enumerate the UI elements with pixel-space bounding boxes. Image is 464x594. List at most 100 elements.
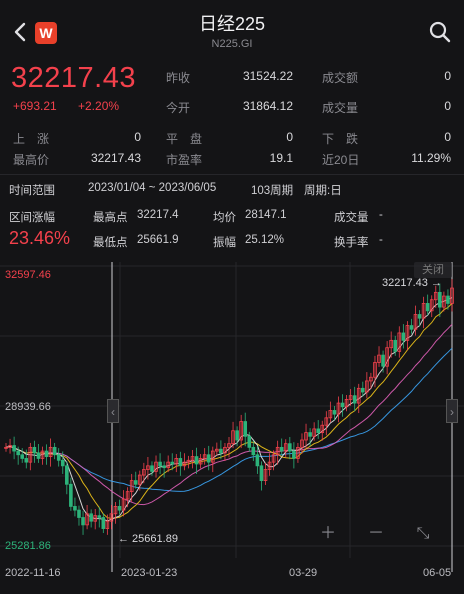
candle-body bbox=[186, 459, 191, 463]
candle-body bbox=[373, 362, 377, 378]
candle-body bbox=[85, 513, 89, 526]
candle-body bbox=[28, 446, 33, 463]
candle-body bbox=[142, 469, 146, 476]
candle-body bbox=[227, 443, 231, 448]
candle-body bbox=[133, 480, 138, 485]
range-label: 时间范围 bbox=[9, 185, 55, 197]
candle-body bbox=[215, 448, 219, 452]
candle-body bbox=[101, 517, 106, 529]
candle-body bbox=[429, 299, 434, 312]
turnover-rate-label: 换手率 bbox=[334, 237, 369, 249]
price-change-pct: +2.20% bbox=[78, 99, 120, 113]
right-handle-chevron-icon[interactable]: › bbox=[446, 399, 458, 423]
candle-body bbox=[425, 303, 430, 312]
range-pct-label: 区间涨幅 bbox=[9, 212, 55, 224]
candle-body bbox=[24, 458, 29, 463]
y-axis-label-mid: 28939.66 bbox=[5, 401, 51, 413]
candle-body bbox=[202, 454, 207, 459]
twenty-day-value: 11.29% bbox=[411, 151, 451, 165]
amplitude-label: 振幅 bbox=[213, 237, 236, 249]
candle-body bbox=[247, 435, 252, 448]
twenty-day-label: 近20日 bbox=[322, 153, 360, 167]
candle-body bbox=[194, 456, 199, 465]
prev-close-label: 昨收 bbox=[166, 71, 191, 85]
candle-body bbox=[352, 395, 357, 404]
candle-body bbox=[121, 498, 126, 511]
candle-body bbox=[433, 291, 438, 301]
candle-body bbox=[4, 446, 8, 449]
left-handle-chevron-icon[interactable]: ‹ bbox=[107, 399, 119, 423]
range-high-value: 32217.4 bbox=[137, 209, 179, 221]
candle-body bbox=[44, 450, 49, 457]
decliners-value: 0 bbox=[444, 130, 451, 144]
pe-ratio-value: 19.1 bbox=[269, 151, 293, 165]
turnover-value: 0 bbox=[444, 69, 451, 83]
avg-label: 均价 bbox=[213, 212, 236, 224]
candle-body bbox=[300, 439, 304, 448]
candle-body bbox=[150, 465, 154, 472]
avg-value: 28147.1 bbox=[245, 209, 287, 221]
candle-body bbox=[267, 461, 272, 470]
candle-body bbox=[442, 295, 446, 308]
candle-body bbox=[385, 347, 389, 367]
candle-body bbox=[60, 459, 65, 467]
candle-body bbox=[397, 332, 402, 352]
candle-body bbox=[356, 387, 361, 404]
candle-body bbox=[344, 398, 349, 408]
candle-body bbox=[283, 443, 288, 452]
candle-body bbox=[324, 417, 329, 426]
candle-body bbox=[117, 506, 122, 511]
candle-body bbox=[251, 446, 256, 456]
index-code: N225.GI bbox=[211, 38, 253, 50]
candle-body bbox=[113, 506, 118, 515]
candlestick-chart[interactable]: 32597.46 28939.66 25281.86 2022-11-16 2023-0… bbox=[0, 262, 464, 582]
candle-body bbox=[97, 515, 102, 518]
candle-body bbox=[73, 506, 77, 511]
candle-body bbox=[231, 430, 235, 445]
current-price: 32217.43 bbox=[11, 62, 136, 94]
candle-body bbox=[389, 339, 393, 349]
high-price-label: 最高价 bbox=[13, 153, 50, 167]
unchanged-value: 0 bbox=[286, 130, 293, 144]
candle-body bbox=[381, 354, 385, 367]
candle-body bbox=[125, 491, 130, 500]
zoom-in-icon[interactable]: ＋ bbox=[319, 525, 336, 542]
range-periods: 103周期 bbox=[251, 185, 294, 197]
candle-body bbox=[263, 469, 268, 481]
high-price-value: 32217.43 bbox=[90, 151, 141, 165]
turnover-rate-value: - bbox=[379, 234, 383, 246]
volume-label: 成交量 bbox=[322, 101, 359, 115]
candle-body bbox=[446, 295, 450, 304]
divider bbox=[0, 174, 464, 175]
decliners-label: 下 跌 bbox=[322, 132, 359, 146]
candle-body bbox=[223, 446, 227, 454]
candle-body bbox=[348, 395, 353, 400]
open-value: 31864.12 bbox=[242, 99, 293, 113]
candle-body bbox=[129, 480, 134, 493]
search-icon[interactable] bbox=[428, 20, 452, 44]
candle-body bbox=[174, 458, 179, 465]
candle-body bbox=[12, 445, 16, 452]
candle-body bbox=[81, 517, 85, 526]
x-axis-label: 2022-11-16 bbox=[5, 567, 60, 579]
candle-body bbox=[77, 509, 81, 518]
ma-line bbox=[5, 323, 453, 506]
candle-body bbox=[405, 325, 410, 341]
candle-body bbox=[162, 465, 166, 469]
candle-body bbox=[304, 432, 308, 441]
candle-body bbox=[417, 314, 422, 319]
candle-body bbox=[438, 291, 442, 308]
back-arrow-icon[interactable] bbox=[10, 18, 32, 46]
range-high-label: 最高点 bbox=[93, 212, 128, 224]
fullscreen-icon[interactable]: ⤡ bbox=[416, 525, 430, 542]
page-title: 日经225 bbox=[198, 14, 266, 34]
pe-ratio-label: 市盈率 bbox=[166, 153, 203, 167]
candle-body bbox=[413, 314, 418, 330]
zoom-out-icon[interactable]: － bbox=[367, 525, 384, 542]
low-marker-label: ← 25661.89 bbox=[118, 533, 178, 545]
candle-body bbox=[56, 454, 61, 461]
candle-body bbox=[255, 454, 260, 467]
ma-line bbox=[5, 296, 453, 522]
close-range-button[interactable]: 关闭 bbox=[414, 262, 452, 278]
candle-body bbox=[52, 446, 57, 456]
